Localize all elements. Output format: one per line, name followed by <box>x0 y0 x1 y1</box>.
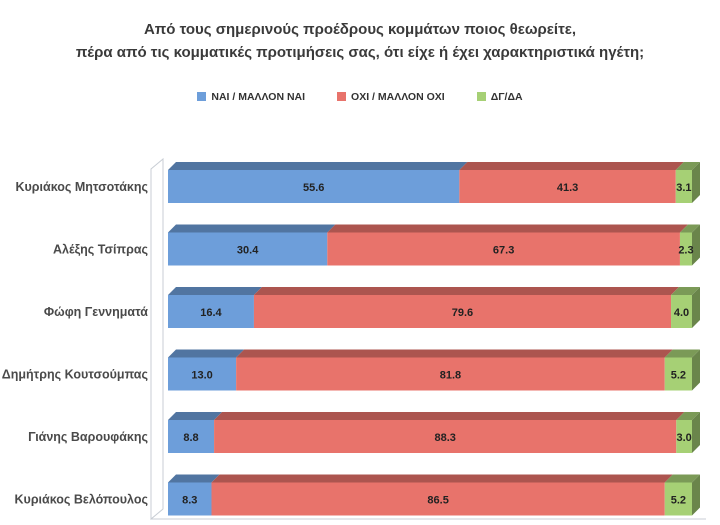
bar-value-label: 2.3 <box>678 245 693 257</box>
legend-swatch <box>476 92 486 101</box>
bar-segment-side <box>692 349 700 391</box>
bar-segment <box>168 357 237 391</box>
bar-value-label: 88.3 <box>434 432 455 444</box>
bar-segment-side <box>692 287 700 328</box>
bar-value-label: 3.1 <box>676 182 691 194</box>
bar-value-label: 41.3 <box>557 182 578 194</box>
bar-segment <box>327 232 680 266</box>
bar-segment-top <box>676 412 700 420</box>
bar-segment-top <box>168 474 220 483</box>
bar-segment-top <box>459 162 684 170</box>
legend-item: ΔΓ/ΔΑ <box>476 90 523 103</box>
bar-segment <box>664 482 692 516</box>
bar-segment-top <box>211 474 673 483</box>
chart-title-line2: πέρα από τις κομματικές προτιμήσεις σας,… <box>75 44 645 62</box>
chart-legend: ΝΑΙ / ΜΑΛΛΟΝ ΝΑΙ ΟΧΙ / ΜΑΛΛΟΝ ΟΧΙ ΔΓ/ΔΑ <box>0 91 720 103</box>
bar-value-label: 55.6 <box>303 182 324 194</box>
bar-value-label: 4.0 <box>674 307 689 319</box>
bar-segment <box>168 295 254 328</box>
bar-segment-top <box>168 287 262 295</box>
category-label: Κυριάκος Βελόπουλος <box>15 493 148 507</box>
bar-segment <box>168 232 328 266</box>
legend-item-label: ΝΑΙ / ΜΑΛΛΟΝ ΝΑΙ <box>211 90 306 103</box>
bar-value-label: 16.4 <box>200 307 222 319</box>
bar-segment-top <box>671 287 700 295</box>
bar-segment-top <box>236 349 673 358</box>
bar-segment-top <box>327 224 688 233</box>
bar-segment-top <box>679 224 700 233</box>
bar-value-label: 86.5 <box>427 495 448 507</box>
bar-segment <box>676 420 692 453</box>
bar-segment <box>214 420 677 453</box>
category-label: Γιάνης Βαρουφάκης <box>28 430 148 444</box>
chart-title-line1: Από τους σημερινούς προέδρους κομμάτων π… <box>143 21 577 38</box>
category-label: Αλέξης Τσίπρας <box>53 243 148 257</box>
bar-segment-top <box>168 224 336 233</box>
bar-segment-side <box>692 474 700 516</box>
bar-value-label: 13.0 <box>191 370 212 382</box>
chart-title: Από τους σημερινούς προέδρους κομμάτων π… <box>0 0 720 65</box>
bar-value-label: 5.2 <box>671 370 686 382</box>
bar-value-label: 3.0 <box>676 432 691 444</box>
plot-back-wall <box>150 157 164 521</box>
bar-value-label: 79.6 <box>452 307 473 319</box>
bar-segment-side <box>692 224 700 266</box>
category-label: Κυριάκος Μητσοτάκης <box>16 180 149 194</box>
category-label: Δημήτρης Κουτσούμπας <box>2 368 148 382</box>
bar-segment <box>459 170 676 203</box>
stacked-bar-chart: Κυριάκος Μητσοτάκης 55.6 41.3 3.1 Αλέξης Τσί… <box>2 157 706 521</box>
bar-segment-top <box>214 412 685 420</box>
legend-swatch <box>337 92 347 101</box>
legend-swatch <box>197 92 207 101</box>
bar-segment <box>211 482 665 516</box>
bar-segment-top <box>664 349 700 358</box>
bar-segment-side <box>692 162 700 203</box>
legend-item: ΟΧΙ / ΜΑΛΛΟΝ ΟΧΙ <box>337 91 445 103</box>
bar-segment <box>236 357 665 391</box>
bar-value-label: 67.3 <box>493 245 514 257</box>
bar-segment <box>168 482 212 516</box>
bar-segment-top <box>168 162 468 170</box>
bar-segment <box>168 170 460 203</box>
bar-segment-side <box>692 412 700 453</box>
bar-segment <box>679 232 692 266</box>
bar-segment <box>664 357 692 391</box>
bar-segment <box>671 295 692 328</box>
bar-value-label: 8.3 <box>182 495 197 507</box>
bar-value-label: 5.2 <box>671 495 686 507</box>
category-label: Φώφη Γεννηματά <box>44 305 148 319</box>
bar-segment <box>253 295 672 328</box>
bar-segment-top <box>168 349 245 358</box>
bar-segment-top <box>675 162 700 170</box>
bar-segment <box>168 420 215 453</box>
bar-segment-top <box>664 474 700 483</box>
bar-value-label: 30.4 <box>237 245 259 257</box>
bar-segment-top <box>253 287 680 295</box>
bar-value-label: 81.8 <box>440 370 461 382</box>
bar-segment <box>675 170 692 203</box>
bar-value-label: 8.8 <box>183 432 198 444</box>
legend-item: ΝΑΙ / ΜΑΛΛΟΝ ΝΑΙ <box>197 91 305 103</box>
legend-item-label: ΔΓ/ΔΑ <box>490 90 523 103</box>
legend-item-label: ΟΧΙ / ΜΑΛΛΟΝ ΟΧΙ <box>351 90 445 103</box>
bar-segment-top <box>168 412 223 420</box>
